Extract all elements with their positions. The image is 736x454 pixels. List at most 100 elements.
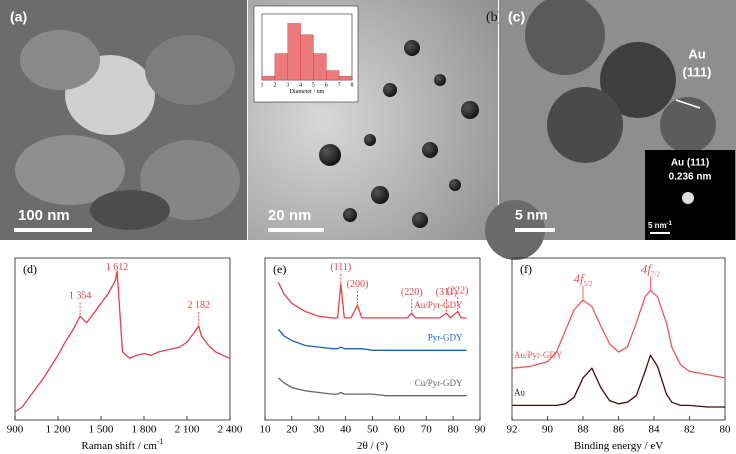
inset-spacing: 0.236 nm [669, 172, 712, 183]
x-axis-label-text: Raman shift / cm [81, 440, 157, 452]
particle [422, 142, 438, 158]
series-label: Pyr-GDY [428, 332, 463, 342]
histogram-bar [313, 53, 327, 81]
particle [434, 74, 446, 86]
annotation-text: (222) [447, 286, 469, 297]
plane-label: (111) [683, 64, 712, 79]
panel-label: (c) [508, 9, 525, 25]
fringe-marker [675, 99, 701, 109]
series-label: Au/Pyr-GDY [514, 350, 563, 360]
texture [145, 35, 235, 105]
particle [364, 134, 376, 146]
x-tick-label: 5 [312, 82, 315, 88]
particle [660, 97, 716, 153]
x-tick-label: 60 [394, 424, 406, 436]
inset-scale-text: 5 nm-1 [648, 221, 673, 231]
annotation-text: 2 182 [188, 300, 211, 311]
x-tick-label: 30 [313, 424, 325, 436]
particle [449, 179, 461, 191]
plot-frame [14, 257, 231, 421]
particle [600, 42, 676, 118]
x-tick-label: 10 [260, 424, 272, 436]
x-tick-label: 900 [7, 424, 24, 436]
panel-label: (d) [23, 262, 37, 276]
diffraction-spot [682, 192, 694, 204]
x-tick-label: 70 [421, 424, 433, 436]
x-tick-label: 40 [340, 424, 352, 436]
x-axis-label-text: 2θ / (°) [357, 440, 388, 452]
series-label: Au [514, 387, 525, 397]
panel-label: (a) [10, 9, 27, 25]
spectrum-line [512, 354, 725, 408]
particle [383, 83, 397, 97]
annotation-text: (200) [347, 279, 369, 290]
annotation: 4f7/2 [641, 261, 661, 278]
series-label: Cu/Pyr-GDY [415, 378, 463, 388]
annotation: (200) [347, 279, 369, 290]
annotation: 4f5/2 [573, 271, 593, 288]
x-tick-label: 84 [649, 424, 661, 436]
spectrum-line [511, 289, 726, 379]
texture [15, 135, 125, 205]
scale-text: 100 nm [18, 207, 70, 224]
tem-image: (b) 20 nm [248, 0, 503, 240]
texture [20, 30, 100, 90]
texture [90, 190, 170, 230]
x-tick-label: 1 500 [89, 424, 114, 436]
scale-bar [515, 228, 555, 232]
x-axis-label-text: Binding energy / eV [574, 440, 663, 452]
spectrum-line [277, 282, 467, 319]
x-tick-label: 3 [286, 82, 289, 88]
annotation-text: 1 612 [106, 262, 129, 273]
particle [547, 87, 623, 163]
panel-label: (e) [273, 262, 286, 276]
texture [140, 140, 240, 220]
x-tick-label: 92 [507, 424, 518, 436]
scale-bar [14, 228, 92, 232]
scale-bar [650, 232, 670, 234]
annotation-sub: 5/2 [584, 280, 593, 288]
histogram-bar [326, 70, 340, 81]
annotation: (222) [447, 286, 469, 297]
annotation: (311) [436, 287, 457, 298]
inset-title: Au (111) [671, 158, 709, 169]
annotation-text: 4f [573, 271, 586, 286]
x-axis-label: Binding energy / eV [574, 440, 663, 452]
x-tick-label: 2 100 [175, 424, 200, 436]
x-tick-label: 86 [613, 424, 625, 436]
x-tick-label: 50 [367, 424, 379, 436]
x-tick-label: 88 [578, 424, 590, 436]
plot-frame [511, 257, 726, 421]
x-tick-label: 1 800 [132, 424, 157, 436]
x-tick-label: 7 [338, 82, 341, 88]
annotation: 2 182 [188, 300, 211, 311]
particle [404, 40, 420, 56]
x-axis-label-text: Diameter / nm [290, 89, 325, 95]
plane-label: Au [688, 46, 705, 61]
x-tick-label: 90 [542, 424, 554, 436]
annotation: (111) [330, 262, 351, 273]
annotation-text: (111) [330, 262, 351, 273]
histogram-bar [261, 76, 276, 81]
histogram-bar [300, 34, 314, 81]
histogram-bar [274, 53, 288, 81]
scale-text: 5 nm [648, 221, 667, 230]
sem-image: (a) 100 nm [0, 0, 247, 240]
spectrum-line [277, 377, 467, 397]
x-axis-label: 2θ / (°) [357, 440, 388, 452]
x-axis-label-sup: -1 [157, 437, 164, 446]
x-tick-label: 6 [325, 82, 328, 88]
panel-label: (b) [486, 10, 503, 25]
x-tick-label: 1 200 [46, 424, 71, 436]
panel-label: (f) [520, 262, 532, 276]
x-tick-label: 90 [475, 424, 487, 436]
annotation: (220) [401, 287, 423, 298]
scale-text: 20 nm [268, 207, 311, 224]
annotation-sub: 7/2 [651, 270, 660, 278]
x-tick-label: 2 400 [218, 424, 243, 436]
x-tick-label: 2 [273, 82, 276, 88]
annotation-text: 1 354 [69, 291, 92, 302]
x-tick-label: 8 [351, 82, 354, 88]
x-tick-label: 82 [684, 424, 695, 436]
